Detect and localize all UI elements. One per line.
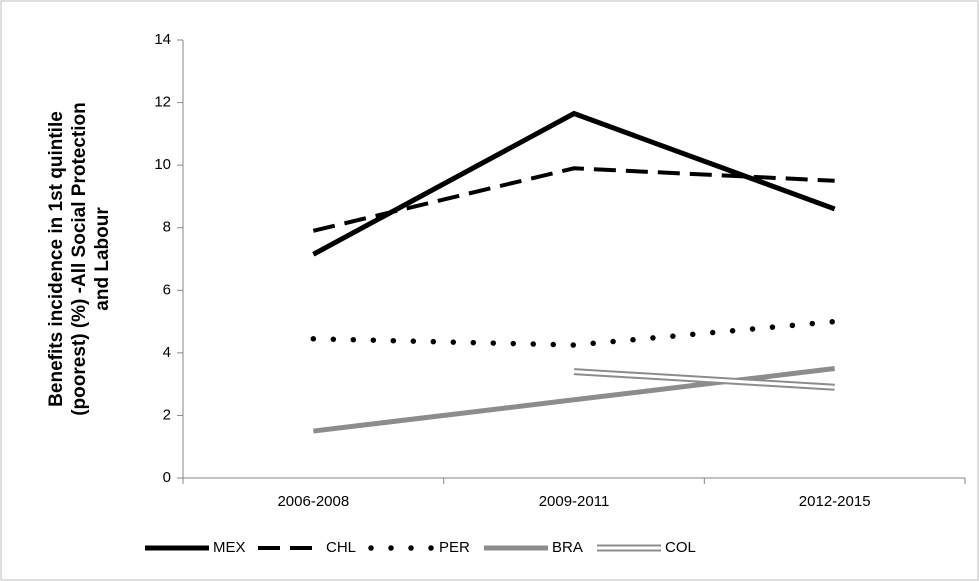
- series-line-inner: [573, 370, 835, 389]
- y-axis-title-line: (poorest) (%) -All Social Protection: [69, 102, 90, 416]
- legend-label: BRA: [552, 539, 583, 556]
- y-tick-label: 0: [163, 469, 171, 486]
- y-tick-label: 6: [163, 281, 171, 298]
- legend-label: MEX: [213, 539, 246, 556]
- legend-label: PER: [439, 539, 470, 556]
- legend-label: CHL: [326, 539, 356, 556]
- series-line: [312, 166, 835, 233]
- y-tick-label: 4: [163, 344, 171, 361]
- y-axis-title-line: Benefits incidence in 1st quintile: [46, 111, 67, 407]
- y-tick-label: 8: [163, 219, 171, 236]
- series-line: [310, 318, 838, 348]
- y-axis-title-line: and Labour: [92, 207, 113, 311]
- y-axis-title: Benefits incidence in 1st quintile (poore…: [46, 102, 113, 416]
- x-tick-label: 2006-2008: [277, 493, 349, 510]
- y-tick-label: 14: [154, 31, 171, 48]
- legend-label: COL: [665, 539, 696, 556]
- x-tick-label: 2012-2015: [799, 493, 871, 510]
- y-tick-label: 2: [163, 406, 171, 423]
- y-tick-label: 10: [154, 156, 171, 173]
- x-tick-label: 2009-2011: [539, 493, 610, 510]
- series-line: [312, 110, 836, 257]
- y-tick-label: 12: [154, 94, 171, 111]
